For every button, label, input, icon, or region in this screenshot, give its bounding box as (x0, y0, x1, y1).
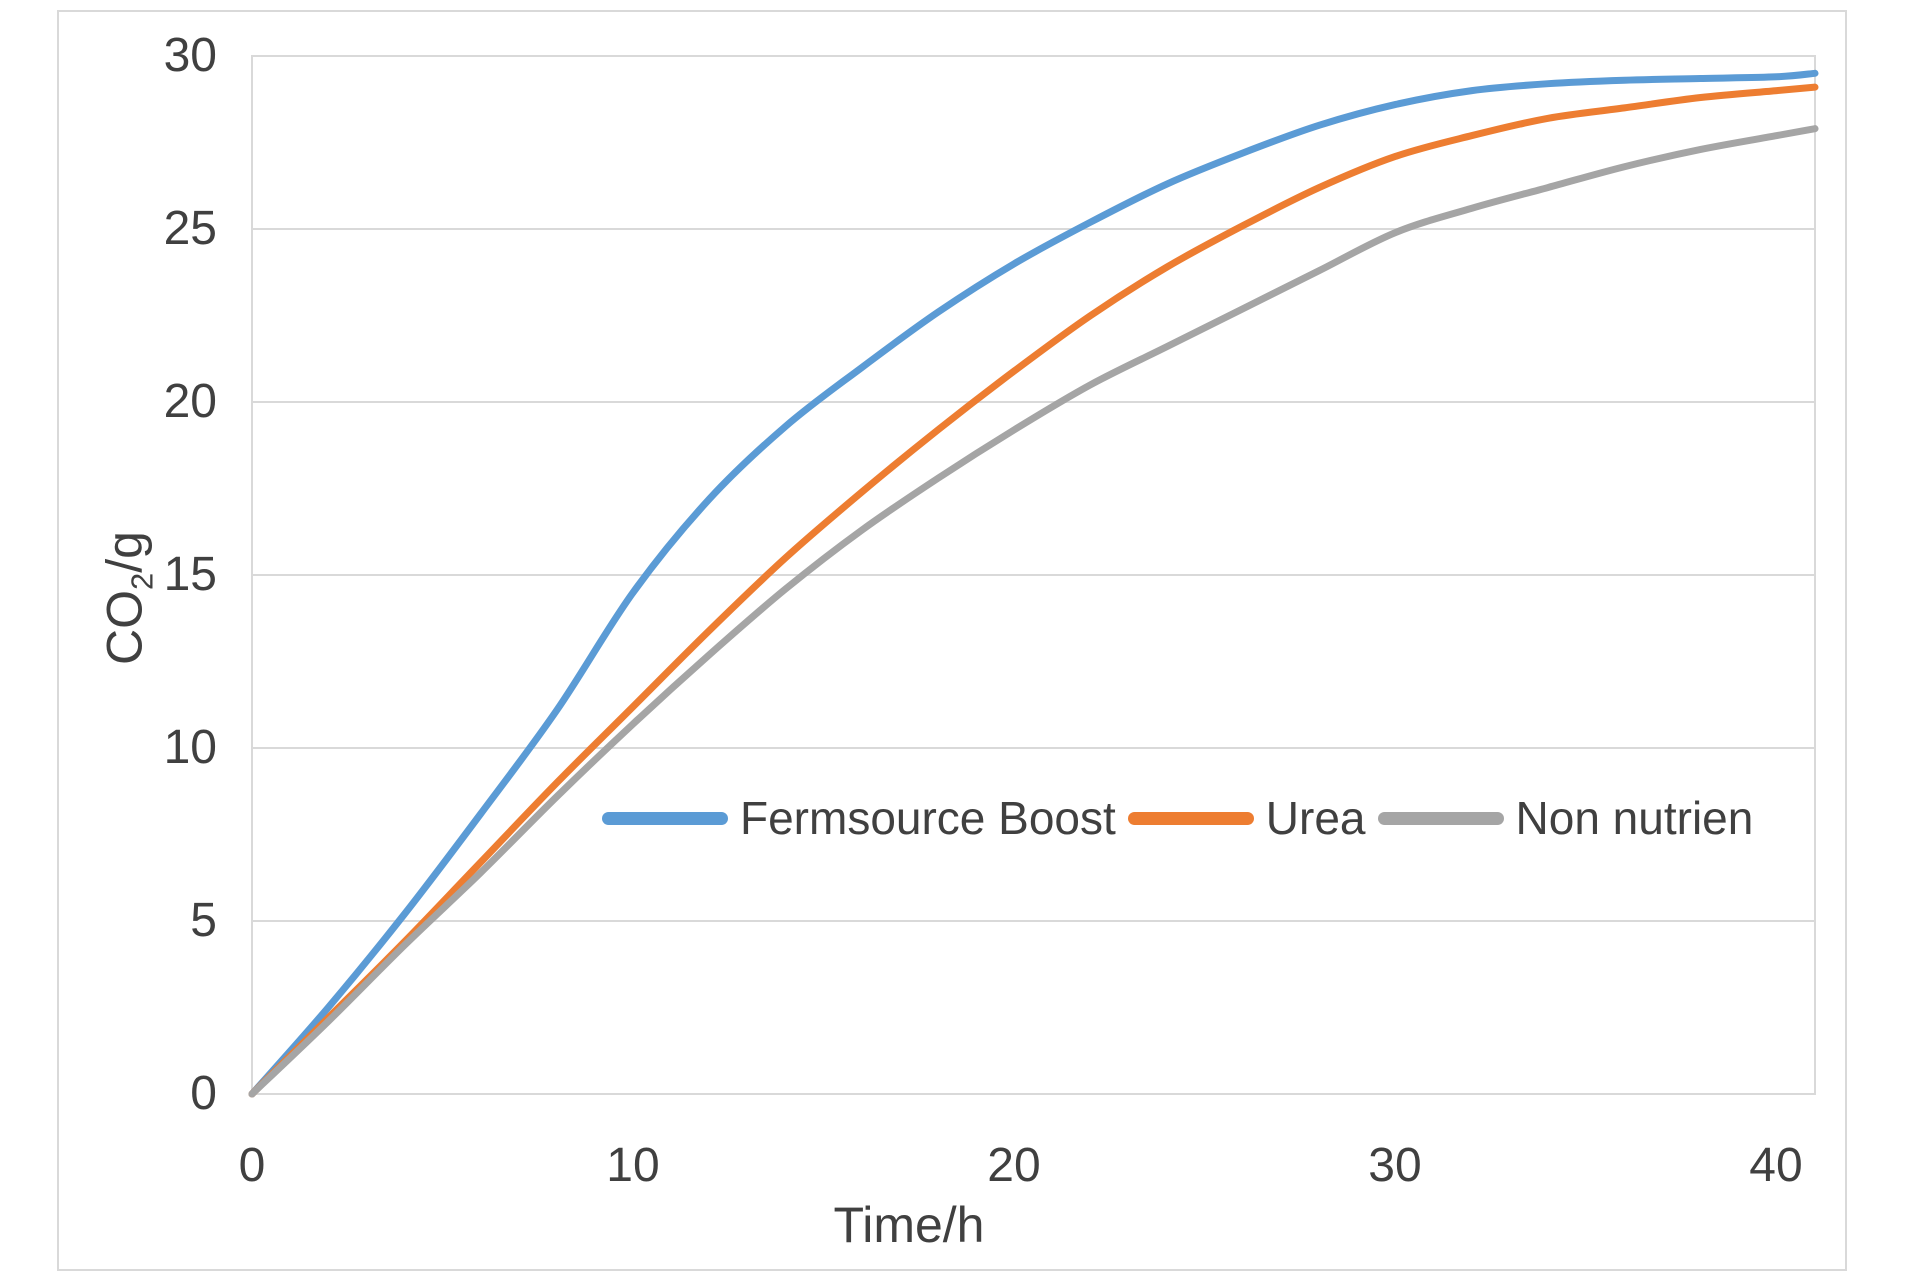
legend-label: Non nutrien (1515, 792, 1754, 844)
x-tick-label: 40 (1749, 1139, 1803, 1192)
legend-label: Fermsource Boost (740, 792, 1116, 844)
y-tick-label: 0 (190, 1067, 217, 1120)
y-tick-label: 25 (163, 202, 217, 255)
x-tick-label: 20 (987, 1139, 1041, 1192)
legend-item: Non nutrien (1377, 791, 1754, 845)
series-line-fermsource-boost (248, 69, 1819, 1098)
series-line-non-nutrien (248, 125, 1819, 1098)
y-tick-label: 20 (163, 375, 217, 428)
y-tick-label: 30 (163, 29, 217, 82)
plot-area-border (251, 55, 1816, 1095)
y-tick-label: 5 (190, 894, 217, 947)
legend-item: Urea (1127, 791, 1366, 845)
legend-label: Urea (1265, 792, 1366, 844)
legend: Fermsource Boost Urea Non nutrien (602, 791, 1753, 845)
x-tick-label: 30 (1368, 1139, 1422, 1192)
series-line-urea (248, 83, 1819, 1098)
legend-swatch-fermsource-boost (602, 811, 728, 825)
y-tick-label: 15 (163, 548, 217, 601)
x-tick-label: 10 (606, 1139, 660, 1192)
y-axis-title: CO2/g (96, 531, 160, 665)
legend-item: Fermsource Boost (602, 791, 1116, 845)
x-tick-label: 0 (238, 1139, 266, 1192)
legend-swatch-non-nutrien (1377, 811, 1504, 825)
x-axis-title: Time/h (833, 1197, 985, 1253)
legend-swatch-urea (1127, 811, 1254, 825)
y-tick-label: 10 (163, 721, 217, 774)
chart-outer-border (57, 10, 1847, 1271)
